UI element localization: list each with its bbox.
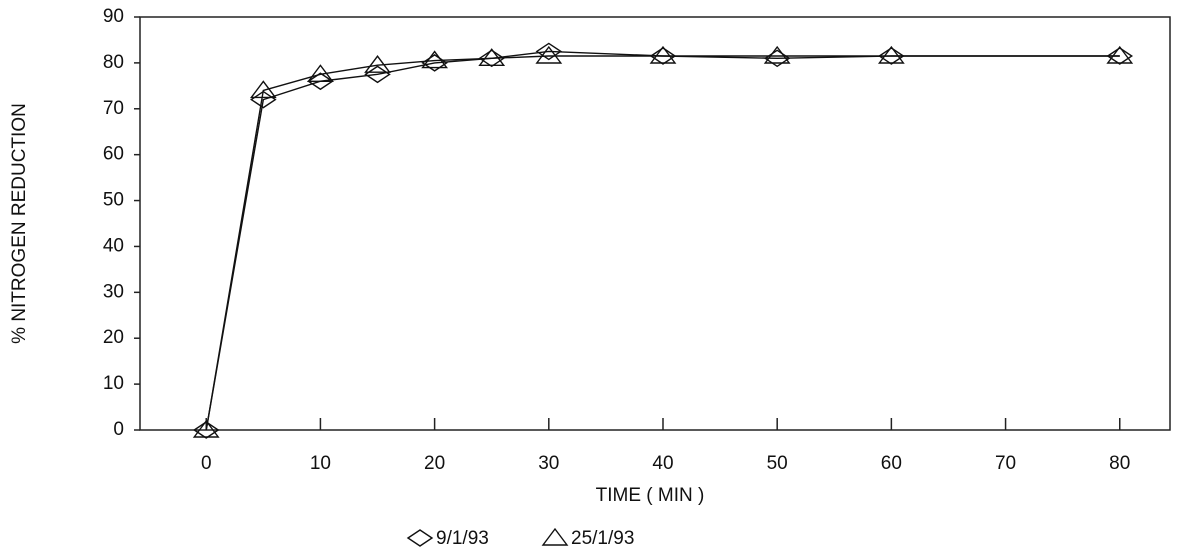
data-point <box>364 65 391 84</box>
x-tick-label: 30 <box>538 453 559 474</box>
x-tick-label: 70 <box>995 453 1016 474</box>
y-tick-label: 0 <box>113 419 124 440</box>
x-tick-label: 50 <box>767 453 788 474</box>
series-line <box>205 50 1120 431</box>
legend-marker <box>406 529 434 547</box>
y-tick-label: 20 <box>103 327 124 348</box>
y-tick-label: 70 <box>103 98 124 119</box>
data-point <box>1106 47 1134 65</box>
y-tick-label: 50 <box>103 190 124 211</box>
data-point <box>649 45 677 64</box>
data-point <box>364 55 391 73</box>
data-point <box>478 48 506 66</box>
y-tick-label: 40 <box>103 235 124 256</box>
y-axis-label: % NITROGEN REDUCTION <box>9 103 30 344</box>
x-tick-label: 80 <box>1109 453 1130 474</box>
legend-marker <box>541 527 569 546</box>
x-tick-label: 20 <box>424 453 445 474</box>
plot-frame <box>139 16 1171 431</box>
x-tick-label: 10 <box>310 453 331 474</box>
data-point <box>535 45 563 64</box>
data-point <box>249 80 277 99</box>
y-tick-label: 90 <box>103 6 124 27</box>
y-tick-label: 30 <box>103 281 124 302</box>
series-line <box>205 55 1120 431</box>
data-point <box>877 45 905 64</box>
data-point <box>250 90 277 109</box>
data-point <box>307 64 334 83</box>
legend-label: 25/1/93 <box>571 528 634 549</box>
y-tick-label: 80 <box>103 52 124 73</box>
data-point <box>192 421 220 439</box>
y-tick-label: 10 <box>103 373 124 394</box>
data-point <box>421 50 449 69</box>
x-axis-label: TIME ( MIN ) <box>596 485 705 506</box>
x-tick-label: 0 <box>201 453 212 474</box>
y-tick-label: 60 <box>103 144 124 165</box>
data-point <box>192 419 220 438</box>
data-point <box>763 45 791 64</box>
data-point <box>1106 45 1134 64</box>
legend-label: 9/1/93 <box>436 528 489 549</box>
x-tick-label: 40 <box>652 453 673 474</box>
x-tick-label: 60 <box>881 453 902 474</box>
